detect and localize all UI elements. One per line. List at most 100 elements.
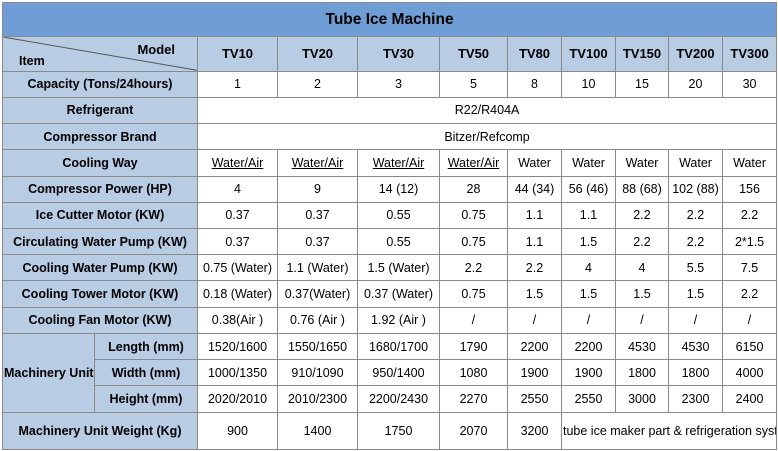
cell: 0.75 bbox=[439, 280, 508, 308]
row-label: Capacity (Tons/24hours) bbox=[2, 70, 198, 98]
compressor-power-row: Compressor Power (HP) 4 9 14 (12) 28 44 … bbox=[2, 175, 778, 203]
cooling-way-row: Cooling Way Water/Air Water/Air Water/Ai… bbox=[2, 149, 778, 177]
model-header: TV50 bbox=[439, 36, 508, 72]
cell: 2200 bbox=[561, 332, 616, 361]
cell: 4 bbox=[615, 254, 669, 282]
compressor-brand-row: Compressor Brand Bitzer/Refcomp bbox=[2, 123, 778, 151]
cell: 900 bbox=[197, 411, 278, 451]
cell: 56 (46) bbox=[561, 175, 616, 203]
cell: 0.37 bbox=[197, 201, 278, 230]
cell: Water/Air bbox=[197, 149, 278, 177]
cell: 0.75 (Water) bbox=[197, 254, 278, 282]
cooling-fan-row: Cooling Fan Motor (KW) 0.38(Air ) 0.76 (… bbox=[2, 306, 778, 334]
cell: 1.1 (Water) bbox=[277, 254, 358, 282]
cell: 44 (34) bbox=[507, 175, 562, 203]
row-label: Machinery Unit Weight (Kg) bbox=[2, 411, 198, 451]
table-title: Tube Ice Machine bbox=[1, 1, 778, 38]
cooling-way-text: Water/Air bbox=[372, 155, 425, 170]
cell: 15 bbox=[615, 70, 669, 98]
cell: 1.1 bbox=[507, 201, 562, 230]
cell: 0.37 (Water) bbox=[357, 280, 440, 308]
cell: 2010/2300 bbox=[277, 385, 358, 413]
cooling-way-text: Water/Air bbox=[211, 155, 264, 170]
cell: 1550/1650 bbox=[277, 332, 358, 361]
cell: Water/Air bbox=[439, 149, 508, 177]
row-label: Refrigerant bbox=[2, 96, 198, 125]
cell: 3200 bbox=[507, 411, 562, 451]
cell: 2.2 bbox=[668, 201, 723, 230]
cell: 0.75 bbox=[439, 227, 508, 256]
width-row: Width (mm) 1000/1350 910/1090 950/1400 1… bbox=[3, 359, 778, 387]
cell: 1.1 bbox=[561, 201, 616, 230]
item-label: Item bbox=[19, 53, 45, 68]
cell: Water bbox=[615, 149, 669, 177]
cell: 5.5 bbox=[668, 254, 723, 282]
cell: 1.5 bbox=[561, 227, 616, 256]
cell: 1750 bbox=[357, 411, 440, 451]
cell: 0.38(Air ) bbox=[197, 306, 278, 334]
cell: 0.37 bbox=[277, 227, 358, 256]
cell: 2.2 bbox=[721, 280, 778, 308]
cell: 1.5 bbox=[561, 280, 616, 308]
cell: / bbox=[721, 306, 778, 334]
model-item-header: Model Item bbox=[2, 36, 198, 72]
cell: 2300 bbox=[668, 385, 723, 413]
cell: 2020/2010 bbox=[197, 385, 278, 413]
cell: / bbox=[668, 306, 723, 334]
cell: 1900 bbox=[507, 359, 562, 387]
cell: 0.75 bbox=[439, 201, 508, 230]
cell: 7.5 bbox=[721, 254, 778, 282]
row-label: Compressor Power (HP) bbox=[2, 175, 198, 203]
separate-system-note: tube ice maker part & refrigeration syst… bbox=[560, 411, 778, 451]
cell: 2.2 bbox=[507, 254, 562, 282]
model-header: TV300 bbox=[721, 36, 778, 72]
row-label: Length (mm) bbox=[94, 332, 198, 361]
model-header: TV200 bbox=[668, 36, 723, 72]
cell: 1080 bbox=[439, 359, 508, 387]
cell: 1680/1700 bbox=[357, 332, 440, 361]
cell: 0.55 bbox=[357, 201, 440, 230]
cooling-way-text: Water/Air bbox=[447, 155, 500, 170]
cell: 4000 bbox=[721, 359, 778, 387]
cell: 4 bbox=[561, 254, 616, 282]
diagonal-divider bbox=[3, 37, 197, 70]
cell: 1790 bbox=[439, 332, 508, 361]
row-label: Cooling Way bbox=[2, 149, 198, 177]
capacity-row: Capacity (Tons/24hours) 1 2 3 5 8 10 15 … bbox=[2, 70, 778, 98]
cell: / bbox=[439, 306, 508, 334]
cell: 30 bbox=[721, 70, 778, 98]
cell: 2.2 bbox=[668, 227, 723, 256]
cell: 910/1090 bbox=[277, 359, 358, 387]
cell: 2.2 bbox=[721, 201, 778, 230]
cell: 950/1400 bbox=[357, 359, 440, 387]
cell: 9 bbox=[277, 175, 358, 203]
cell: 2070 bbox=[439, 411, 508, 451]
cell: / bbox=[561, 306, 616, 334]
cell: 0.55 bbox=[357, 227, 440, 256]
cell: 1.5 bbox=[615, 280, 669, 308]
cell: 4 bbox=[197, 175, 278, 203]
cell: 2200/2430 bbox=[357, 385, 440, 413]
cell: 4530 bbox=[668, 332, 723, 361]
cell: 6150 bbox=[721, 332, 778, 361]
cell: 102 (88) bbox=[668, 175, 723, 203]
cell: Water bbox=[668, 149, 723, 177]
cell: 1900 bbox=[561, 359, 616, 387]
cell: 2270 bbox=[439, 385, 508, 413]
length-row: Machinery Unit Dimension Length (mm) 152… bbox=[2, 332, 778, 413]
cell: Water/Air bbox=[277, 149, 358, 177]
cell: 2.2 bbox=[615, 201, 669, 230]
cell: 28 bbox=[439, 175, 508, 203]
cell: 2550 bbox=[507, 385, 562, 413]
row-label: Cooling Tower Motor (KW) bbox=[2, 280, 198, 308]
model-header: TV10 bbox=[197, 36, 278, 72]
cooling-tower-row: Cooling Tower Motor (KW) 0.18 (Water) 0.… bbox=[2, 280, 778, 308]
cell: / bbox=[507, 306, 562, 334]
weight-row: Machinery Unit Weight (Kg) 900 1400 1750… bbox=[2, 411, 778, 451]
cell: Water bbox=[721, 149, 778, 177]
cooling-way-text: Water/Air bbox=[291, 155, 344, 170]
header-row: Model Item TV10 TV20 TV30 TV50 TV80 TV10… bbox=[2, 36, 778, 72]
refrigerant-row: Refrigerant R22/R404A bbox=[2, 96, 778, 125]
row-label: Cooling Water Pump (KW) bbox=[2, 254, 198, 282]
